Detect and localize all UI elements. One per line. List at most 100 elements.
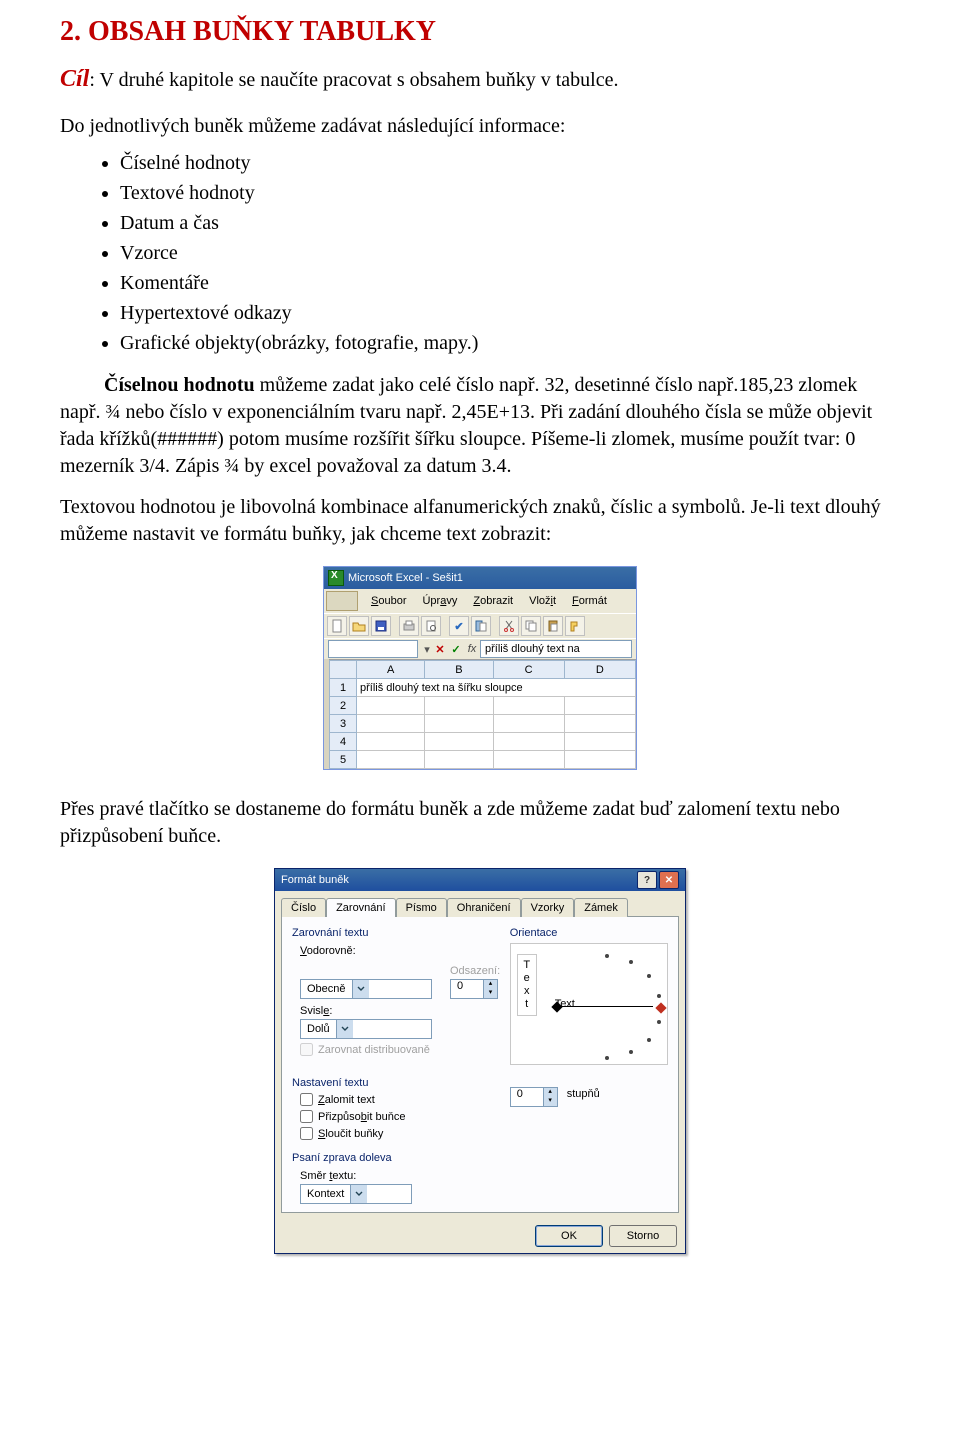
- tab-protection[interactable]: Zámek: [574, 898, 628, 917]
- chevron-down-icon: [350, 1185, 367, 1203]
- cell[interactable]: [425, 697, 493, 715]
- list-item: Hypertextové odkazy: [120, 298, 900, 328]
- cell[interactable]: [564, 715, 635, 733]
- group-text-alignment: Zarovnání textu: [292, 927, 510, 939]
- info-list: Číselné hodnoty Textové hodnoty Datum a …: [60, 148, 900, 358]
- col-header[interactable]: D: [564, 661, 635, 679]
- checkbox-wrap-box[interactable]: [300, 1093, 313, 1106]
- cell[interactable]: [564, 697, 635, 715]
- group-orientation: Orientace: [510, 927, 668, 939]
- checkbox-distribute: Zarovnat distribuovaně: [300, 1043, 510, 1056]
- ok-button[interactable]: OK: [535, 1225, 603, 1247]
- chevron-down-icon: [336, 1020, 353, 1038]
- menu-item[interactable]: Úpravy: [415, 594, 464, 608]
- cell[interactable]: [357, 697, 425, 715]
- formula-input[interactable]: příliš dlouhý text na: [480, 640, 632, 658]
- spin-indent[interactable]: 0 ▴▾: [450, 979, 498, 999]
- list-item: Grafické objekty(obrázky, fotografie, ma…: [120, 328, 900, 358]
- checkbox-wrap[interactable]: Zalomit text: [300, 1093, 510, 1106]
- row-header[interactable]: 3: [330, 715, 357, 733]
- format-painter-icon[interactable]: [565, 616, 585, 636]
- spin-degrees[interactable]: 0 ▴▾: [510, 1087, 558, 1107]
- paste-icon[interactable]: [543, 616, 563, 636]
- row-header[interactable]: 5: [330, 751, 357, 769]
- format-cells-dialog: Formát buněk ? ✕ Číslo Zarovnání Písmo O…: [274, 868, 686, 1254]
- row-header[interactable]: 2: [330, 697, 357, 715]
- new-icon[interactable]: [327, 616, 347, 636]
- tab-patterns[interactable]: Vzorky: [521, 898, 575, 917]
- cell[interactable]: příliš dlouhý text na šířku sloupce: [357, 679, 636, 697]
- cell[interactable]: [564, 751, 635, 769]
- combo-vertical[interactable]: Dolů: [300, 1019, 432, 1039]
- combo-direction[interactable]: Kontext: [300, 1184, 412, 1204]
- paragraph-format-cells: Přes pravé tlačítko se dostaneme do form…: [60, 796, 900, 850]
- research-icon[interactable]: [471, 616, 491, 636]
- paragraph-text-value: Textovou hodnotou je libovolná kombinace…: [60, 494, 900, 548]
- cell[interactable]: [564, 733, 635, 751]
- select-all-corner[interactable]: [330, 661, 357, 679]
- cell[interactable]: [425, 751, 493, 769]
- copy-icon[interactable]: [521, 616, 541, 636]
- tab-font[interactable]: Písmo: [396, 898, 447, 917]
- excel-menubar: Soubor Úpravy Zobrazit Vložit Formát: [324, 589, 636, 613]
- excel-title: Microsoft Excel - Sešit1: [348, 572, 463, 584]
- col-header[interactable]: A: [357, 661, 425, 679]
- tab-number[interactable]: Číslo: [281, 898, 326, 917]
- name-box[interactable]: [328, 640, 418, 658]
- checkbox-merge-box[interactable]: [300, 1127, 313, 1140]
- tab-border[interactable]: Ohraničení: [447, 898, 521, 917]
- cell[interactable]: [357, 751, 425, 769]
- checkbox-merge[interactable]: Sloučit buňky: [300, 1127, 510, 1140]
- paragraph-number: Číselnou hodnotu můžeme zadat jako celé …: [60, 372, 900, 480]
- group-rtl: Psaní zprava doleva: [292, 1152, 668, 1164]
- fx-icon[interactable]: fx: [464, 641, 480, 657]
- row-header[interactable]: 4: [330, 733, 357, 751]
- cancel-formula-icon[interactable]: ✕: [432, 641, 448, 657]
- cell[interactable]: [493, 697, 564, 715]
- chevron-down-icon: [352, 980, 369, 998]
- spin-degrees-value: 0: [511, 1088, 543, 1106]
- cell[interactable]: [425, 733, 493, 751]
- checkbox-shrink-box[interactable]: [300, 1110, 313, 1123]
- help-button[interactable]: ?: [637, 871, 657, 889]
- col-header[interactable]: C: [493, 661, 564, 679]
- cancel-button[interactable]: Storno: [609, 1225, 677, 1247]
- orientation-vertical-text[interactable]: Text: [517, 954, 537, 1016]
- cell[interactable]: [357, 715, 425, 733]
- combo-vertical-value: Dolů: [301, 1023, 336, 1035]
- preview-icon[interactable]: [421, 616, 441, 636]
- checkbox-shrink[interactable]: Přizpůsobit buňce: [300, 1110, 510, 1123]
- cut-icon[interactable]: [499, 616, 519, 636]
- spellcheck-icon[interactable]: ✔: [449, 616, 469, 636]
- enter-formula-icon[interactable]: ✓: [448, 641, 464, 657]
- tab-strip: Číslo Zarovnání Písmo Ohraničení Vzorky …: [275, 891, 685, 916]
- list-item: Datum a čas: [120, 208, 900, 238]
- cell[interactable]: [493, 733, 564, 751]
- save-icon[interactable]: [371, 616, 391, 636]
- cell[interactable]: [493, 751, 564, 769]
- combo-horizontal[interactable]: Obecně: [300, 979, 432, 999]
- print-icon[interactable]: [399, 616, 419, 636]
- cell[interactable]: [357, 733, 425, 751]
- goal-label: Cíl: [60, 66, 89, 92]
- orientation-text-label: Text: [555, 998, 575, 1010]
- dialog-title: Formát buněk: [281, 874, 349, 886]
- tab-alignment[interactable]: Zarovnání: [326, 898, 396, 917]
- paragraph-intro: Do jednotlivých buněk můžeme zadávat nás…: [60, 113, 900, 140]
- combo-direction-value: Kontext: [301, 1188, 350, 1200]
- orientation-box[interactable]: Text: [510, 943, 668, 1065]
- menu-item[interactable]: Soubor: [364, 594, 413, 608]
- label-horizontal: Vodorovně:: [300, 945, 510, 957]
- cell[interactable]: [493, 715, 564, 733]
- cell[interactable]: [425, 715, 493, 733]
- close-button[interactable]: ✕: [659, 871, 679, 889]
- menu-item[interactable]: Vložit: [522, 594, 563, 608]
- excel-icon: [328, 570, 344, 586]
- section-heading: 2. OBSAH BUŇKY TABULKY: [60, 16, 900, 48]
- menu-item[interactable]: Formát: [565, 594, 614, 608]
- menu-item[interactable]: Zobrazit: [466, 594, 520, 608]
- open-icon[interactable]: [349, 616, 369, 636]
- row-header[interactable]: 1: [330, 679, 357, 697]
- checkbox-distribute-label: Zarovnat distribuovaně: [318, 1044, 430, 1056]
- col-header[interactable]: B: [425, 661, 493, 679]
